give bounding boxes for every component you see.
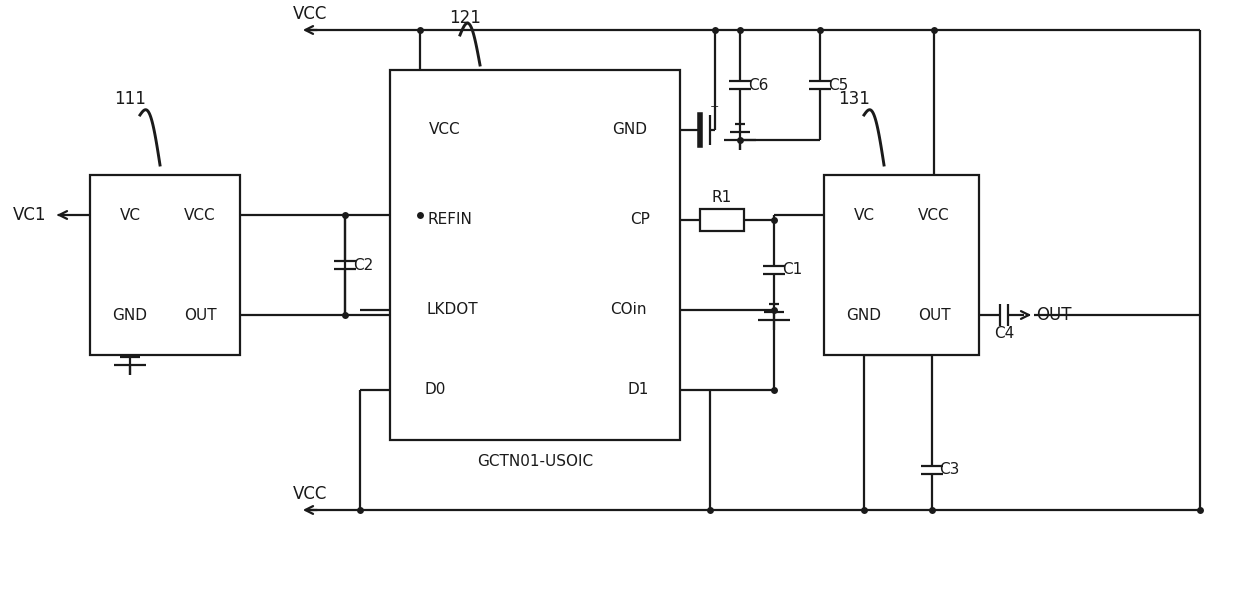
- Text: GND: GND: [613, 123, 647, 137]
- Text: 121: 121: [449, 9, 481, 27]
- Bar: [391, 70, 680, 440]
- Text: OUT: OUT: [1037, 306, 1071, 324]
- Text: D0: D0: [424, 382, 445, 398]
- Text: VCC: VCC: [429, 123, 461, 137]
- Text: +: +: [709, 102, 719, 112]
- Text: REFIN: REFIN: [428, 212, 472, 228]
- Bar: [91, 175, 241, 355]
- Text: COin: COin: [610, 303, 646, 317]
- Text: VC: VC: [853, 208, 874, 222]
- Text: 131: 131: [838, 90, 870, 108]
- Text: C5: C5: [828, 77, 848, 93]
- Text: VC1: VC1: [14, 206, 47, 224]
- Text: GND: GND: [113, 307, 148, 323]
- Bar: [825, 175, 980, 355]
- Text: VCC: VCC: [185, 208, 216, 222]
- Text: C4: C4: [994, 326, 1014, 340]
- Text: 111: 111: [114, 90, 146, 108]
- Text: C1: C1: [782, 263, 802, 277]
- Text: LKDOT: LKDOT: [427, 303, 477, 317]
- Text: CP: CP: [630, 212, 650, 228]
- Text: C3: C3: [940, 463, 960, 477]
- Text: R1: R1: [712, 191, 732, 205]
- Text: C6: C6: [748, 77, 769, 93]
- Text: GND: GND: [847, 307, 882, 323]
- Text: GCTN01-USOIC: GCTN01-USOIC: [477, 454, 593, 470]
- Text: VC: VC: [119, 208, 140, 222]
- Text: D1: D1: [627, 382, 649, 398]
- Text: VCC: VCC: [918, 208, 950, 222]
- Bar: [701, 209, 744, 231]
- Text: VCC: VCC: [293, 5, 327, 23]
- Text: OUT: OUT: [184, 307, 216, 323]
- Text: VCC: VCC: [293, 485, 327, 503]
- Text: OUT: OUT: [918, 307, 950, 323]
- Text: C2: C2: [353, 257, 373, 273]
